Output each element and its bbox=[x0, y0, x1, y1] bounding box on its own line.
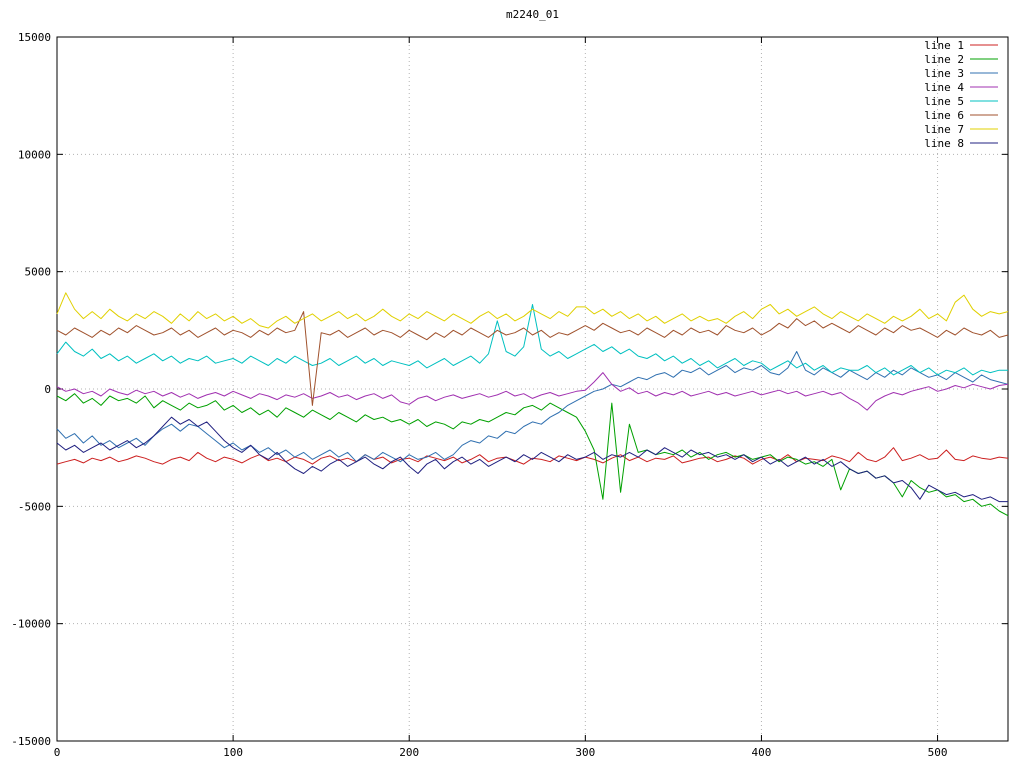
plot-border bbox=[56, 36, 1009, 742]
legend-label: line 2 bbox=[924, 53, 964, 66]
y-tick-label: 5000 bbox=[25, 266, 52, 279]
legend-label: line 3 bbox=[924, 67, 964, 80]
series-line-1 bbox=[56, 447, 1009, 465]
legend-label: line 7 bbox=[924, 123, 964, 136]
legend-label: line 1 bbox=[924, 39, 964, 52]
chart-title: m2240_01 bbox=[506, 8, 559, 21]
y-tick-label: -10000 bbox=[11, 618, 51, 631]
series-line-8 bbox=[56, 416, 1008, 503]
y-tick-label: -15000 bbox=[11, 735, 51, 748]
series-line-5 bbox=[56, 304, 1008, 376]
x-tick-label: 0 bbox=[54, 746, 61, 759]
series-line-2 bbox=[56, 393, 1009, 517]
y-tick-label: 10000 bbox=[18, 148, 51, 161]
legend-label: line 4 bbox=[924, 81, 964, 94]
y-tick-label: 15000 bbox=[18, 31, 51, 44]
series-line-4 bbox=[56, 372, 1009, 411]
legend-label: line 8 bbox=[924, 137, 964, 150]
legend-label: line 5 bbox=[924, 95, 964, 108]
y-tick-label: 0 bbox=[44, 383, 51, 396]
series-line-3 bbox=[56, 351, 1009, 463]
series-line-7 bbox=[56, 292, 1009, 329]
x-tick-label: 200 bbox=[399, 746, 419, 759]
x-tick-label: 500 bbox=[928, 746, 948, 759]
legend-label: line 6 bbox=[924, 109, 964, 122]
x-tick-label: 400 bbox=[752, 746, 772, 759]
series-line-6 bbox=[56, 311, 1009, 406]
y-tick-label: -5000 bbox=[18, 500, 51, 513]
x-tick-label: 300 bbox=[575, 746, 595, 759]
x-tick-label: 100 bbox=[223, 746, 243, 759]
